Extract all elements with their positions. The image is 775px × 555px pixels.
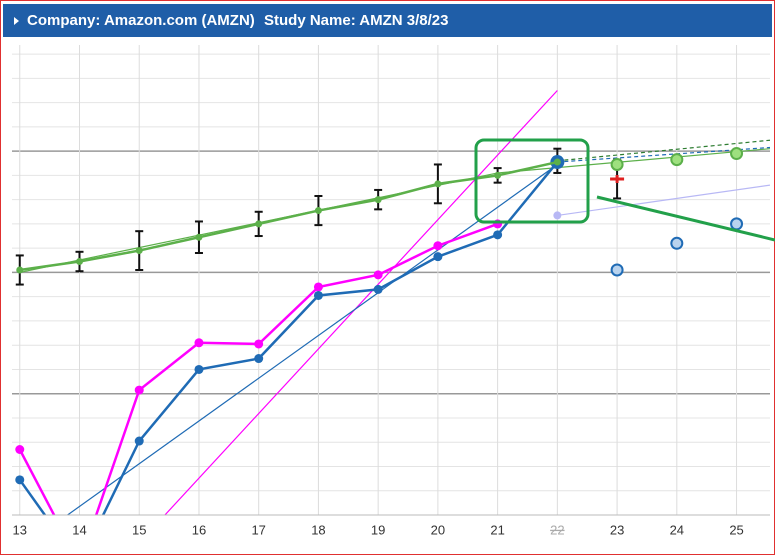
callout-line — [596, 195, 775, 242]
x-tick-label: 25 — [729, 522, 743, 537]
point — [16, 266, 24, 274]
x-tick-label: 15 — [132, 522, 146, 537]
trend-line — [557, 184, 770, 217]
point — [194, 364, 204, 374]
expand-arrow[interactable] — [14, 17, 19, 25]
series-line — [18, 161, 559, 515]
trend-line — [164, 90, 558, 515]
point — [255, 220, 263, 228]
point — [254, 339, 264, 349]
forecast-point — [610, 157, 624, 171]
point — [433, 252, 443, 262]
x-tick-label: 23 — [610, 522, 624, 537]
x-tick-label: 17 — [251, 522, 265, 537]
x-tick-label: 18 — [311, 522, 325, 537]
x-tick-label: 19 — [371, 522, 385, 537]
point — [135, 247, 143, 255]
point — [313, 290, 323, 300]
x-tick-label: 13 — [13, 522, 27, 537]
point — [134, 436, 144, 446]
point — [194, 338, 204, 348]
point — [15, 445, 25, 455]
study-label: Study Name: AMZN 3/8/23 — [264, 12, 449, 29]
point — [374, 196, 382, 204]
point — [134, 385, 144, 395]
point — [493, 230, 503, 240]
grid — [12, 45, 770, 515]
trend-line — [67, 163, 558, 515]
point — [494, 171, 502, 179]
point — [195, 233, 203, 241]
x-labels: 13 14 15 16 17 18 19 20 21 22 23 24 25 — [13, 522, 744, 537]
forecast-point — [610, 263, 624, 277]
point — [373, 270, 383, 280]
point — [553, 211, 562, 220]
plot-area — [15, 90, 770, 515]
forecast-point — [730, 217, 744, 231]
x-tick-label: 22 — [550, 522, 564, 537]
point — [314, 207, 322, 215]
point — [553, 158, 561, 166]
header-bar[interactable] — [3, 4, 772, 37]
point — [313, 282, 323, 292]
company-label: Company: Amazon.com (AMZN) — [27, 12, 255, 29]
x-tick-label: 21 — [490, 522, 504, 537]
cross-point — [610, 175, 625, 184]
series-line — [19, 160, 558, 272]
x-tick-label: 14 — [72, 522, 86, 537]
point — [373, 284, 383, 294]
point — [433, 241, 443, 251]
highlight-box — [474, 138, 590, 224]
point — [75, 258, 83, 266]
x-tick-label: 16 — [192, 522, 206, 537]
trend-line — [557, 139, 770, 162]
forecast-point — [670, 236, 684, 250]
forecast-point — [670, 153, 684, 167]
x-tick-label: 20 — [431, 522, 445, 537]
point — [434, 180, 442, 188]
point — [254, 354, 264, 364]
x-tick-label: 24 — [670, 522, 684, 537]
point — [15, 475, 25, 485]
forecast-point — [730, 147, 744, 161]
